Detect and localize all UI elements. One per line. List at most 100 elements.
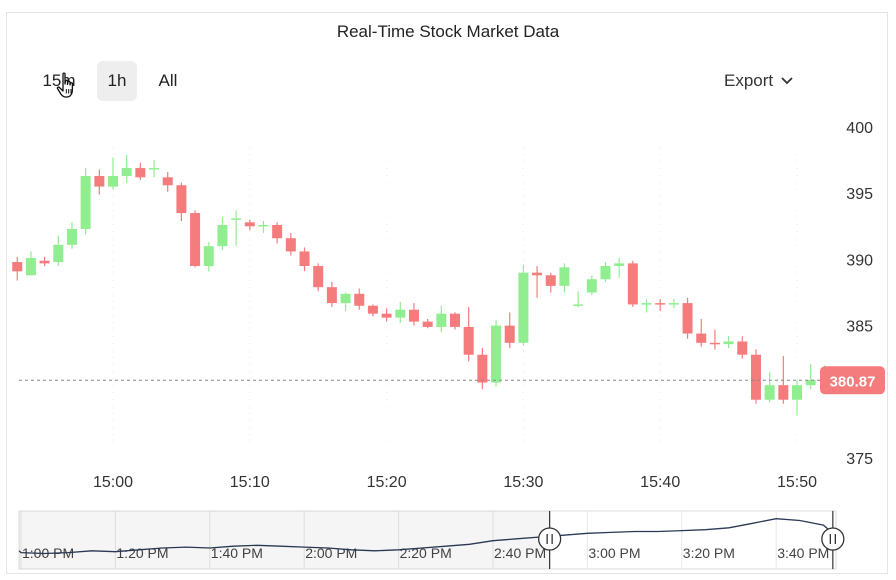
candle-body <box>367 305 378 314</box>
candle-body <box>737 341 748 355</box>
candle <box>723 336 734 349</box>
candle <box>518 264 529 346</box>
chart-container <box>6 12 888 574</box>
candle-body <box>162 177 173 186</box>
candle <box>709 329 720 350</box>
candle-body <box>354 293 365 306</box>
navigator-tick-label: 1:40 PM <box>211 545 263 561</box>
candle <box>39 256 50 267</box>
grid <box>112 147 798 448</box>
candle <box>354 288 365 310</box>
candle-body <box>176 185 187 214</box>
candle <box>532 266 543 298</box>
candle-body <box>450 313 460 327</box>
candle-body <box>709 342 720 345</box>
candle <box>217 217 228 251</box>
range-button-1h[interactable]: 1h <box>97 61 137 101</box>
candle <box>244 219 255 231</box>
candle-body <box>149 168 160 170</box>
navigator-tick-label: 2:40 PM <box>494 545 546 561</box>
candle-body <box>326 287 337 304</box>
candle-body <box>94 175 105 187</box>
candle <box>545 272 556 293</box>
candle <box>750 349 761 404</box>
candle <box>12 256 23 281</box>
candle-body <box>190 213 201 267</box>
x-tick-label: 15:50 <box>777 474 817 491</box>
export-label: Export <box>724 71 774 90</box>
candle-body <box>121 168 132 176</box>
candle-body <box>340 293 351 304</box>
candle <box>285 232 296 256</box>
candle-body <box>655 303 666 305</box>
navigator-mask-left <box>19 511 550 569</box>
candle <box>641 299 652 313</box>
candle-body <box>108 175 118 187</box>
candle-body <box>504 325 515 343</box>
candle-body <box>408 309 419 322</box>
navigator-tick-label: 3:00 PM <box>588 545 640 561</box>
candle <box>422 318 433 329</box>
candle <box>655 299 666 312</box>
candle <box>340 292 351 312</box>
candle <box>313 263 324 292</box>
candle-body <box>778 385 789 400</box>
candle-body <box>792 385 802 400</box>
candle <box>436 305 447 333</box>
candle <box>80 168 91 235</box>
candle <box>162 172 173 192</box>
export-button[interactable]: Export <box>724 61 793 101</box>
candle <box>381 308 392 322</box>
candle <box>696 318 707 347</box>
candle-body <box>463 326 474 355</box>
y-axis: 375 385 390 395 400 <box>846 120 873 468</box>
range-button-all[interactable]: All <box>158 71 178 90</box>
candle <box>504 312 515 349</box>
candle <box>682 297 693 339</box>
candle <box>764 371 775 403</box>
candle <box>326 281 337 308</box>
candle-body <box>395 309 406 318</box>
candle <box>203 242 214 272</box>
candle-body <box>641 303 652 305</box>
candle <box>231 210 242 247</box>
candle-body <box>696 333 707 343</box>
navigator-frame <box>18 510 837 570</box>
candle-body <box>573 304 584 306</box>
candle-body <box>25 258 36 276</box>
y-tick-label: 385 <box>846 319 873 336</box>
candle <box>586 275 597 296</box>
candle <box>627 260 638 308</box>
candle-body <box>723 341 734 345</box>
candle <box>176 182 187 222</box>
candle <box>491 320 502 387</box>
x-axis: 15:00 15:10 15:20 15:30 15:40 15:50 <box>93 474 817 491</box>
candle-body <box>518 272 529 343</box>
x-tick-label: 15:30 <box>503 474 543 491</box>
y-tick-label: 390 <box>846 252 873 269</box>
navigator[interactable]: 1:00 PM1:20 PM1:40 PM2:00 PM2:20 PM2:40 … <box>18 510 845 570</box>
candle-body <box>12 262 23 272</box>
candle <box>600 262 611 282</box>
candle <box>149 160 160 178</box>
candle-body <box>491 325 502 383</box>
candle-body <box>217 224 228 247</box>
candle <box>668 299 679 309</box>
candle-body <box>135 168 146 178</box>
candle <box>614 258 625 278</box>
candle <box>792 379 802 416</box>
candle-body <box>80 175 91 229</box>
candle <box>395 301 406 323</box>
candle-body <box>231 218 242 220</box>
candle <box>258 221 269 233</box>
navigator-handle-right[interactable] <box>821 527 845 551</box>
candle-body <box>203 246 214 267</box>
chart-title: Real-Time Stock Market Data <box>336 22 560 41</box>
candle <box>121 154 132 183</box>
candle-body <box>299 251 310 267</box>
x-tick-label: 15:20 <box>367 474 407 491</box>
candle <box>559 263 570 293</box>
navigator-handle-left[interactable] <box>537 527 562 551</box>
candle-body <box>477 354 488 383</box>
